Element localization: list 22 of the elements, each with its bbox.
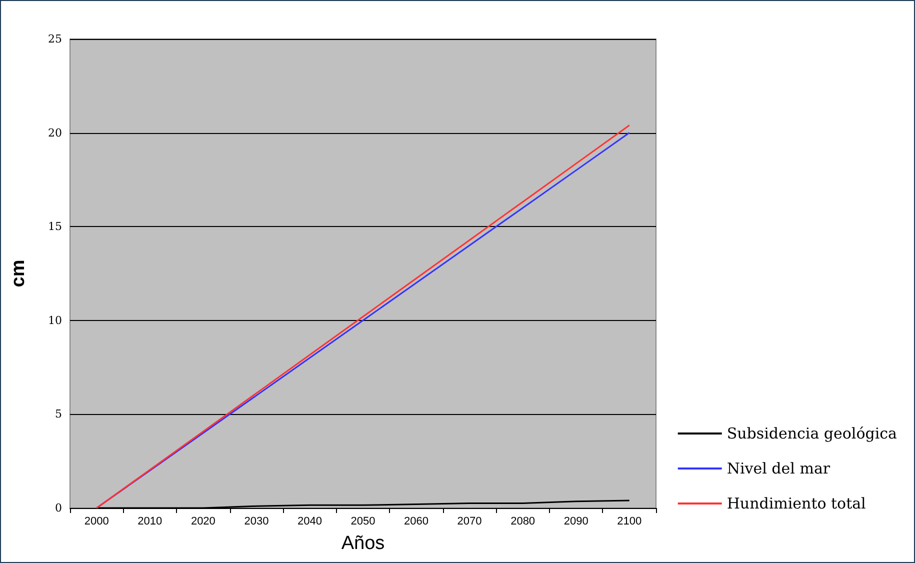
x-tick-label: 2020 [190, 516, 216, 528]
legend-label: Subsidencia geológica [726, 424, 898, 442]
x-tick-label: 2050 [350, 516, 376, 528]
y-tick-label: 5 [55, 408, 62, 421]
y-axis-title: cm [8, 260, 29, 288]
x-tick-label: 2060 [404, 516, 429, 528]
y-tick-label: 10 [48, 314, 62, 327]
x-tick-label: 2010 [138, 516, 162, 528]
legend-label: Hundimiento total [726, 494, 866, 512]
x-tick-label: 2000 [84, 516, 109, 528]
x-tick-label: 2040 [297, 516, 322, 528]
y-tick-label: 20 [48, 126, 62, 140]
legend-label: Nivel del mar [726, 460, 831, 478]
x-tick-label: 2030 [244, 516, 269, 528]
x-tick-label: 2070 [457, 516, 482, 528]
y-tick-label: 0 [55, 502, 62, 514]
x-tick-label: 2100 [617, 516, 642, 528]
x-axis-title: Años [341, 533, 385, 554]
y-tick-label: 25 [48, 32, 62, 46]
y-tick-label: 15 [48, 220, 62, 234]
x-tick-label: 2090 [564, 516, 588, 528]
x-tick-label: 2080 [510, 516, 536, 528]
